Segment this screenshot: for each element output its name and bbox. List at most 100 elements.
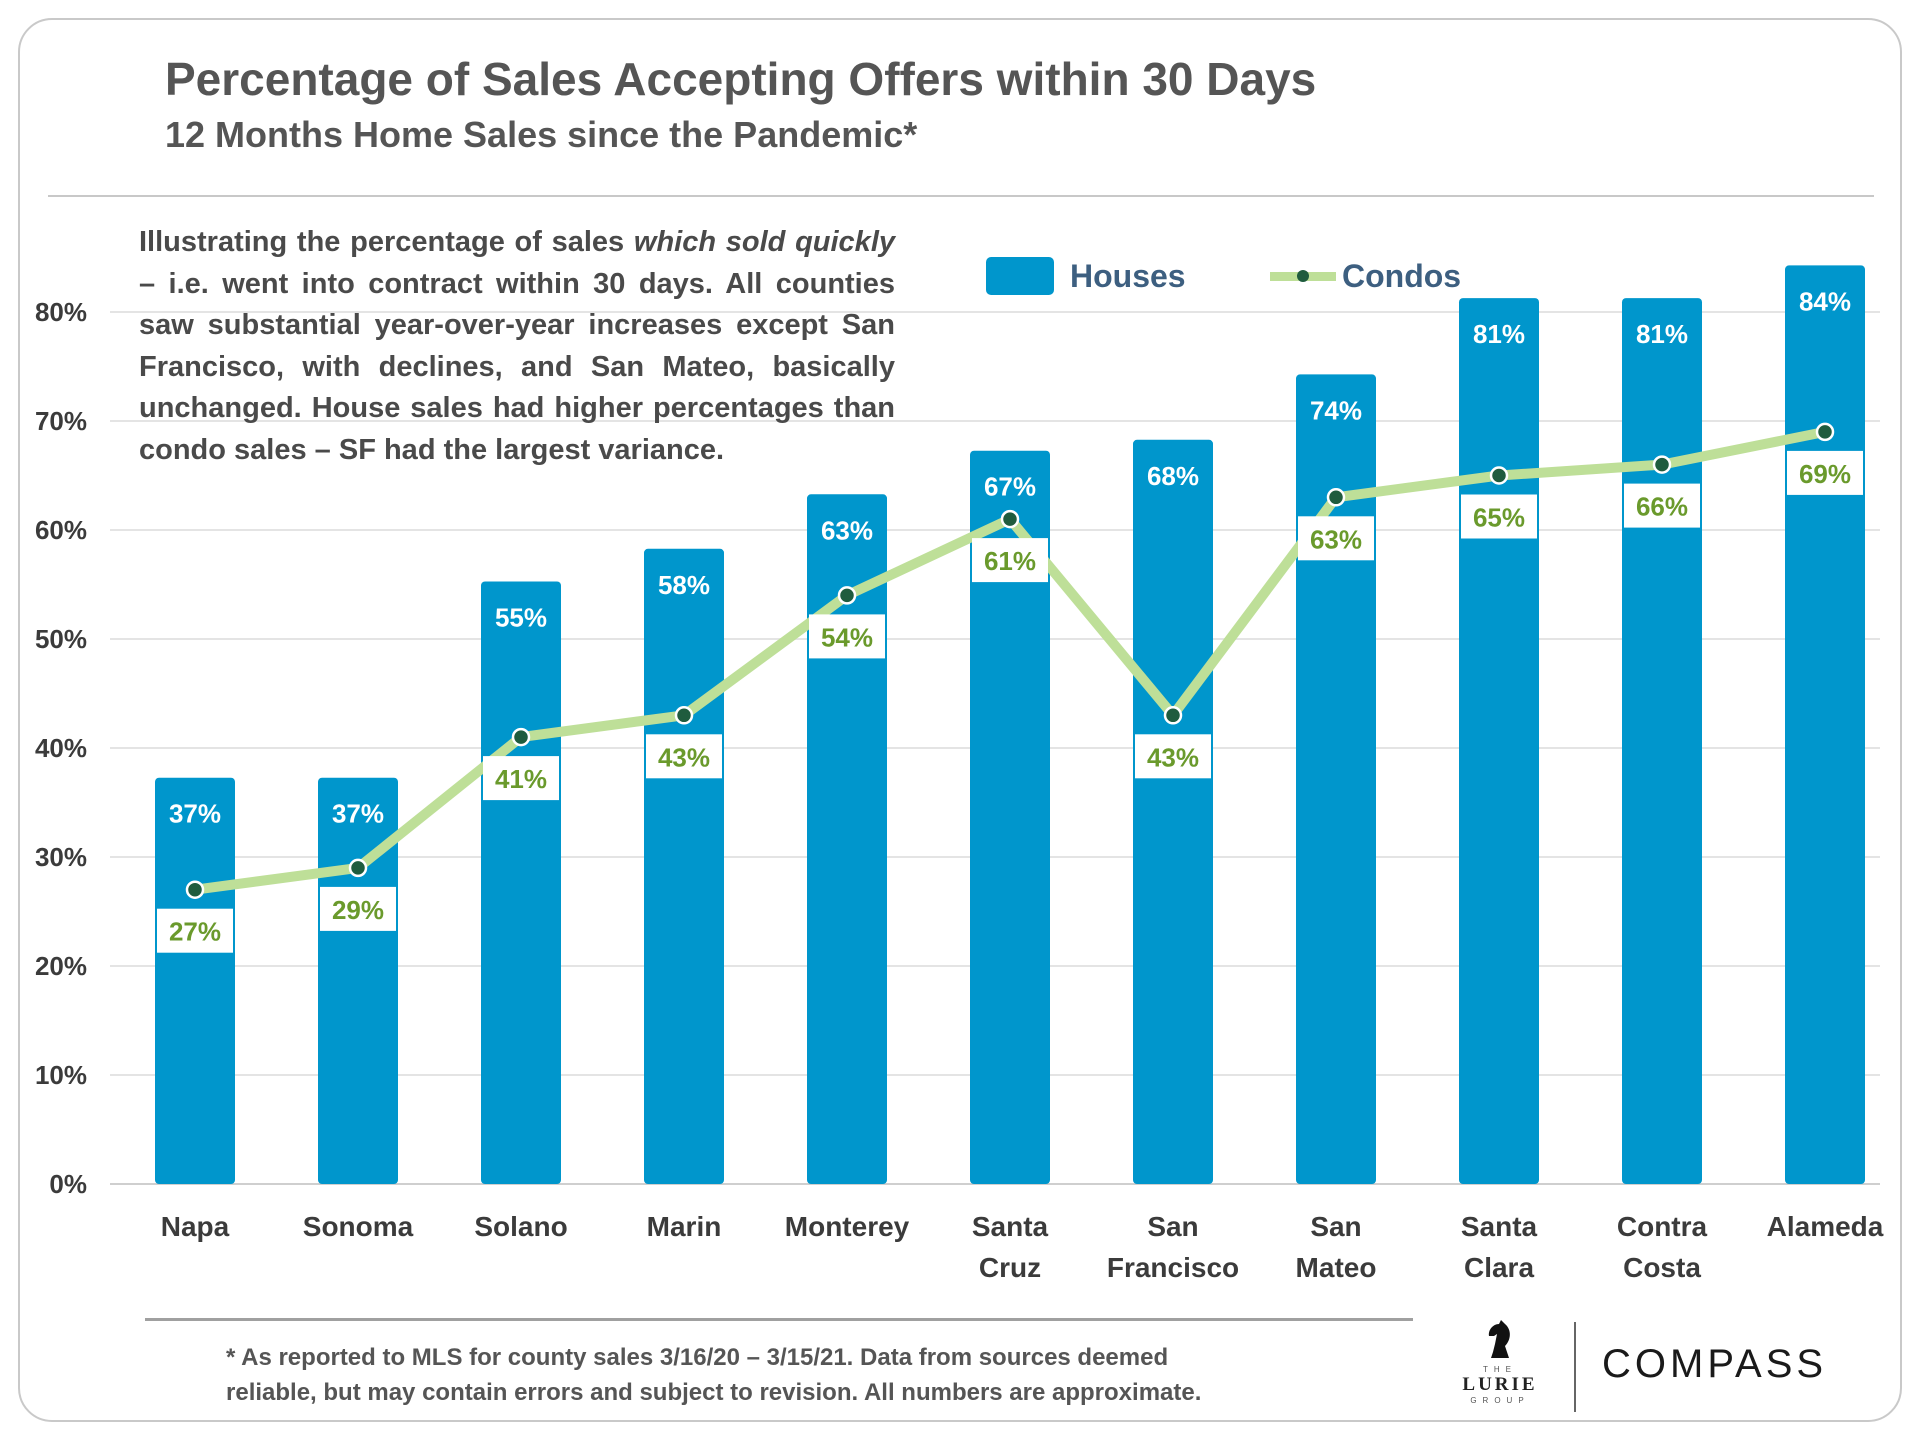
- description-part1: Illustrating the percentage of sales: [139, 226, 634, 258]
- houses-data-label: 74%: [1310, 395, 1362, 425]
- legend-condos-swatch: [1270, 257, 1336, 295]
- houses-data-label: 81%: [1473, 319, 1525, 349]
- y-tick-label: 40%: [35, 733, 87, 763]
- y-tick-label: 80%: [35, 297, 87, 327]
- x-tick-label: San: [1147, 1211, 1198, 1242]
- y-tick-label: 10%: [35, 1060, 87, 1090]
- condos-label-box: [1624, 483, 1700, 528]
- houses-data-label: 37%: [169, 799, 221, 829]
- houses-bar: [807, 494, 887, 1184]
- condos-point: [511, 727, 531, 747]
- condos-data-label: 65%: [1473, 503, 1525, 533]
- lurie-group: GROUP: [1470, 1396, 1530, 1405]
- condos-line: 27% 29% 41% 43% 54% 61% 43% 63% 65% 66% 69%: [157, 422, 1863, 953]
- houses-data-label: 81%: [1636, 319, 1688, 349]
- y-tick-label: 30%: [35, 842, 87, 872]
- footnote-line2: reliable, but may contain errors and sub…: [226, 1379, 1202, 1406]
- condos-data-label: 54%: [821, 622, 873, 652]
- condos-point: [1326, 488, 1346, 507]
- houses-bar: [1133, 439, 1213, 1184]
- houses-data-label: 37%: [332, 799, 384, 829]
- logo-divider: [1574, 1322, 1576, 1412]
- chart-title: Percentage of Sales Accepting Offers wit…: [165, 53, 1317, 105]
- y-tick-label: 20%: [35, 951, 87, 981]
- condos-point: [1000, 509, 1020, 529]
- houses-bar: [155, 777, 235, 1184]
- x-tick-label: Contra: [1617, 1211, 1708, 1242]
- condos-label-box: [1787, 450, 1863, 495]
- x-tick-label: Santa: [972, 1211, 1049, 1242]
- y-tick-label: 70%: [35, 406, 87, 436]
- houses-data-label: 55%: [495, 603, 547, 633]
- condos-point: [185, 880, 205, 899]
- houses-data-label: 84%: [1799, 286, 1851, 316]
- y-tick-label: 50%: [35, 624, 87, 654]
- condos-data-label: 63%: [1310, 524, 1362, 554]
- houses-bar: [1622, 298, 1702, 1185]
- legend-condos-label: Condos: [1342, 257, 1462, 294]
- houses-data-label: 68%: [1147, 461, 1199, 491]
- x-tick-label: Clara: [1464, 1252, 1534, 1283]
- x-tick-label: Santa: [1461, 1211, 1538, 1242]
- condos-data-label: 29%: [332, 895, 384, 925]
- x-tick-label: Cruz: [979, 1252, 1041, 1283]
- footnote: * As reported to MLS for county sales 3/…: [226, 1340, 1296, 1410]
- x-tick-label: Monterey: [785, 1211, 910, 1242]
- condos-label-box: [809, 614, 885, 659]
- houses-data-label: 67%: [984, 472, 1036, 502]
- header-divider: [48, 195, 1874, 197]
- houses-bar: [1459, 298, 1539, 1185]
- condos-point: [674, 706, 694, 725]
- condos-data-label: 43%: [658, 742, 710, 772]
- houses-data-label: 58%: [658, 570, 710, 600]
- x-tick-label: Napa: [161, 1211, 230, 1242]
- x-tick-label: Costa: [1623, 1252, 1701, 1283]
- condos-data-label: 69%: [1799, 459, 1851, 489]
- chart-description: Illustrating the percentage of sales whi…: [139, 222, 895, 471]
- lurie-group-logo: THE LURIE GROUP: [1455, 1318, 1545, 1418]
- condos-point: [348, 858, 368, 878]
- condos-label-box: [646, 734, 722, 779]
- condos-point: [1163, 706, 1183, 725]
- y-tick-label: 0%: [49, 1169, 87, 1199]
- condos-point: [1489, 466, 1509, 485]
- houses-bar: [1785, 265, 1865, 1184]
- y-axis-ticks: 0% 10% 20% 30% 40% 50% 60% 70% 80%: [35, 297, 87, 1199]
- description-emphasis: which sold quickly: [633, 226, 895, 258]
- legend-houses: Houses: [986, 254, 1186, 298]
- x-tick-label: Francisco: [1107, 1252, 1239, 1283]
- condos-label-box: [1461, 494, 1537, 539]
- condos-point: [1815, 422, 1835, 442]
- houses-bar: [1296, 374, 1376, 1184]
- condos-label-box: [320, 886, 396, 931]
- houses-bar: [970, 450, 1050, 1184]
- condos-label-box: [483, 756, 559, 801]
- condos-label-box: [972, 538, 1048, 583]
- x-tick-label: Solano: [474, 1211, 567, 1242]
- x-tick-label: Marin: [647, 1211, 722, 1242]
- x-axis-ticks: Napa Sonoma Solano Marin Monterey Santa Cruz Sa…: [161, 1211, 1884, 1283]
- condos-point: [837, 586, 857, 605]
- x-tick-label: Sonoma: [303, 1211, 414, 1242]
- lurie-name: LURIE: [1462, 1374, 1538, 1395]
- x-tick-label: Alameda: [1767, 1211, 1884, 1242]
- condos-data-label: 43%: [1147, 742, 1199, 772]
- compass-logo: COMPASS: [1602, 1342, 1828, 1386]
- footnote-line1: * As reported to MLS for county sales 3/…: [226, 1344, 1169, 1371]
- footer-divider: [145, 1318, 1413, 1321]
- condos-label-box: [157, 908, 233, 953]
- condos-data-label: 61%: [984, 546, 1036, 576]
- condos-label-box: [1135, 734, 1211, 779]
- condos-data-label: 41%: [495, 764, 547, 794]
- houses-bar: [318, 777, 398, 1184]
- condos-point: [1652, 455, 1672, 474]
- legend-houses-swatch: [986, 257, 1054, 295]
- chart-card: [18, 18, 1902, 1422]
- legend-houses-label: Houses: [1070, 257, 1186, 294]
- condos-data-label: 27%: [169, 917, 221, 947]
- legend-condos: Condos: [1270, 254, 1461, 298]
- condos-label-box: [1298, 516, 1374, 561]
- x-tick-label: San: [1310, 1211, 1361, 1242]
- houses-bar: [481, 581, 561, 1184]
